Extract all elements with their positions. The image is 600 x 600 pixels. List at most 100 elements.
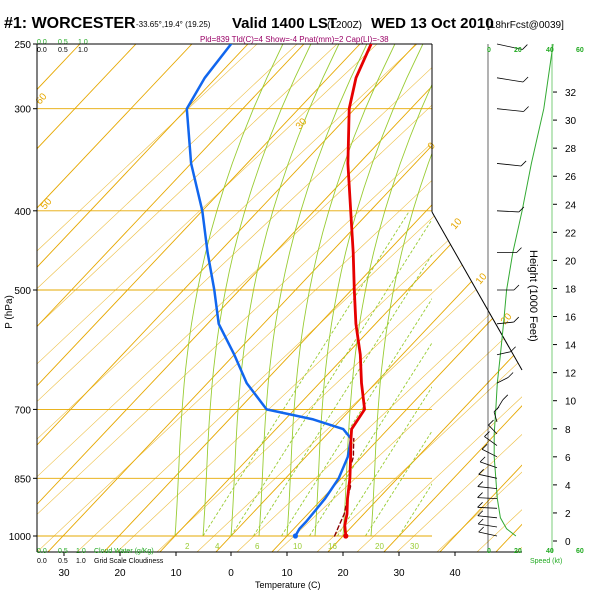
height-axis-label: Height (1000 Feet) xyxy=(527,250,539,342)
moist-adiabat xyxy=(202,44,312,537)
plot-frame xyxy=(36,43,523,553)
mixing-ratio-label: 16 xyxy=(328,542,337,551)
temperature-tick-label: 40 xyxy=(449,568,461,579)
isotherm-line xyxy=(270,44,522,552)
wind-barb-flag xyxy=(477,518,484,525)
speed-tick-top-1: 20 xyxy=(514,47,522,54)
dry-adiabat-line xyxy=(37,44,458,552)
isotherm-line xyxy=(37,44,473,552)
mixing-ratio-label: 20 xyxy=(375,542,384,551)
speed-tick-top-3: 60 xyxy=(576,47,584,54)
dry-adiabat-line xyxy=(37,44,338,552)
wind-barb xyxy=(496,43,523,50)
station-coords: -33.65°,19.4° (19.25) xyxy=(136,20,211,29)
isotherm-line xyxy=(37,44,361,552)
height-tick-label: 32 xyxy=(565,88,577,99)
height-tick-label: 0 xyxy=(565,537,571,548)
moist-adiabat xyxy=(314,44,424,537)
forecast-hour: [18hrFcst@0039] xyxy=(487,20,564,31)
wind-barb xyxy=(477,515,498,519)
moist-adiabat xyxy=(370,152,432,537)
moist-adiabat xyxy=(286,44,396,537)
isotherm-label: 10 xyxy=(474,271,490,287)
temperature-tick-label: 10 xyxy=(281,568,293,579)
speed-tick-bottom-1: 20 xyxy=(514,548,522,555)
pressure-axis: 250 300 400 500 700 850 1000 xyxy=(9,40,37,543)
dry-adiabat-line xyxy=(396,44,522,552)
wind-barb-flag xyxy=(522,44,528,50)
wind-barb xyxy=(477,497,498,500)
isotherm-line xyxy=(37,44,417,552)
surface-dewpoint-marker xyxy=(292,533,298,539)
temperature-tick-label: 30 xyxy=(58,568,70,579)
temperature-profile xyxy=(343,44,373,538)
cloud-water-label: Cloud Water (g/Kg) xyxy=(94,548,154,555)
mixing-ratio-label: 6 xyxy=(255,542,260,551)
moist-adiabat xyxy=(258,44,368,537)
isotherm-label: 60 xyxy=(34,91,50,107)
speed-tick-bottom-2: 40 xyxy=(546,548,554,555)
height-tick-label: 12 xyxy=(565,369,577,380)
pressure-tick-label: 700 xyxy=(14,405,31,416)
wind-barb xyxy=(477,486,498,490)
pressure-tick-label: 500 xyxy=(14,286,31,297)
wind-barb-flag xyxy=(513,316,520,323)
wind-barb xyxy=(496,163,522,167)
y-axis-label: P (hPa) xyxy=(4,295,15,329)
wind-barb xyxy=(496,351,511,356)
height-tick-label: 26 xyxy=(565,172,577,183)
wind-barb-flag xyxy=(513,284,520,291)
wind-barb-flag xyxy=(518,206,525,213)
wind-barb xyxy=(478,531,498,537)
wind-panel xyxy=(477,43,554,552)
dry-adiabat-line xyxy=(37,44,418,552)
wind-barb-flag xyxy=(477,510,484,517)
mixing-ratio-line xyxy=(253,253,432,537)
wind-barb xyxy=(488,424,498,435)
dry-adiabat-line xyxy=(37,44,378,552)
mixing-ratio-line xyxy=(365,430,432,537)
height-tick-label: 10 xyxy=(565,397,577,408)
isotherm-label: 20 xyxy=(499,311,515,327)
height-tick-label: 20 xyxy=(565,256,577,267)
mixing-ratio-line xyxy=(230,218,432,537)
isotherm-line xyxy=(37,44,249,552)
mixing-ratio-line xyxy=(309,342,432,537)
wind-barb xyxy=(496,210,519,213)
height-tick-label: 6 xyxy=(565,453,571,464)
pressure-tick-label: 850 xyxy=(14,474,31,485)
moist-adiabat xyxy=(342,83,432,537)
cloud-top-tick-green-1: 0.5 xyxy=(58,39,68,46)
dry-adiabat-line xyxy=(557,44,600,552)
wind-barb xyxy=(484,436,498,446)
wind-barb-flag xyxy=(502,394,509,401)
cloud-legend-bottom: 0.0 0.5 1.0 Cloud Water (g/Kg) 0.0 0.5 1… xyxy=(37,548,164,565)
isotherm-line xyxy=(382,44,522,552)
mixing-ratio-label: 2 xyxy=(185,542,190,551)
speed-tick-top-2: 40 xyxy=(546,47,554,54)
wind-barb-flag xyxy=(481,444,488,450)
cloud-bottom-tick-black-2: 1.0 xyxy=(76,558,86,565)
wind-barb xyxy=(479,461,498,469)
mixing-ratio-label: 30 xyxy=(410,542,419,551)
forecast-date: WED 13 Oct 2010 xyxy=(371,15,494,32)
dewpoint-profile xyxy=(185,44,353,538)
wind-barb-flag xyxy=(478,469,484,475)
mixing-ratio-label: 10 xyxy=(293,542,302,551)
wind-barb-flag xyxy=(523,106,529,112)
pressure-tick-label: 1000 xyxy=(9,532,32,543)
dry-adiabat-line xyxy=(37,44,298,552)
isotherm-line xyxy=(326,44,522,552)
speed-tick-bottom-0: 0 xyxy=(487,548,491,555)
pressure-tick-label: 300 xyxy=(14,105,31,116)
speed-tick-top-0: 0 xyxy=(487,47,491,54)
station-title: #1: WORCESTER xyxy=(4,15,136,32)
mixing-ratio-label: 4 xyxy=(215,542,220,551)
temperature-tick-label: 30 xyxy=(393,568,405,579)
wind-barb-flag xyxy=(484,431,490,437)
speed-label: Speed (kt) xyxy=(530,558,562,565)
pressure-tick-label: 400 xyxy=(14,207,31,218)
wind-barb xyxy=(478,523,498,528)
wind-barb-flag xyxy=(477,502,483,508)
x-axis-label: Temperature (C) xyxy=(255,580,321,590)
